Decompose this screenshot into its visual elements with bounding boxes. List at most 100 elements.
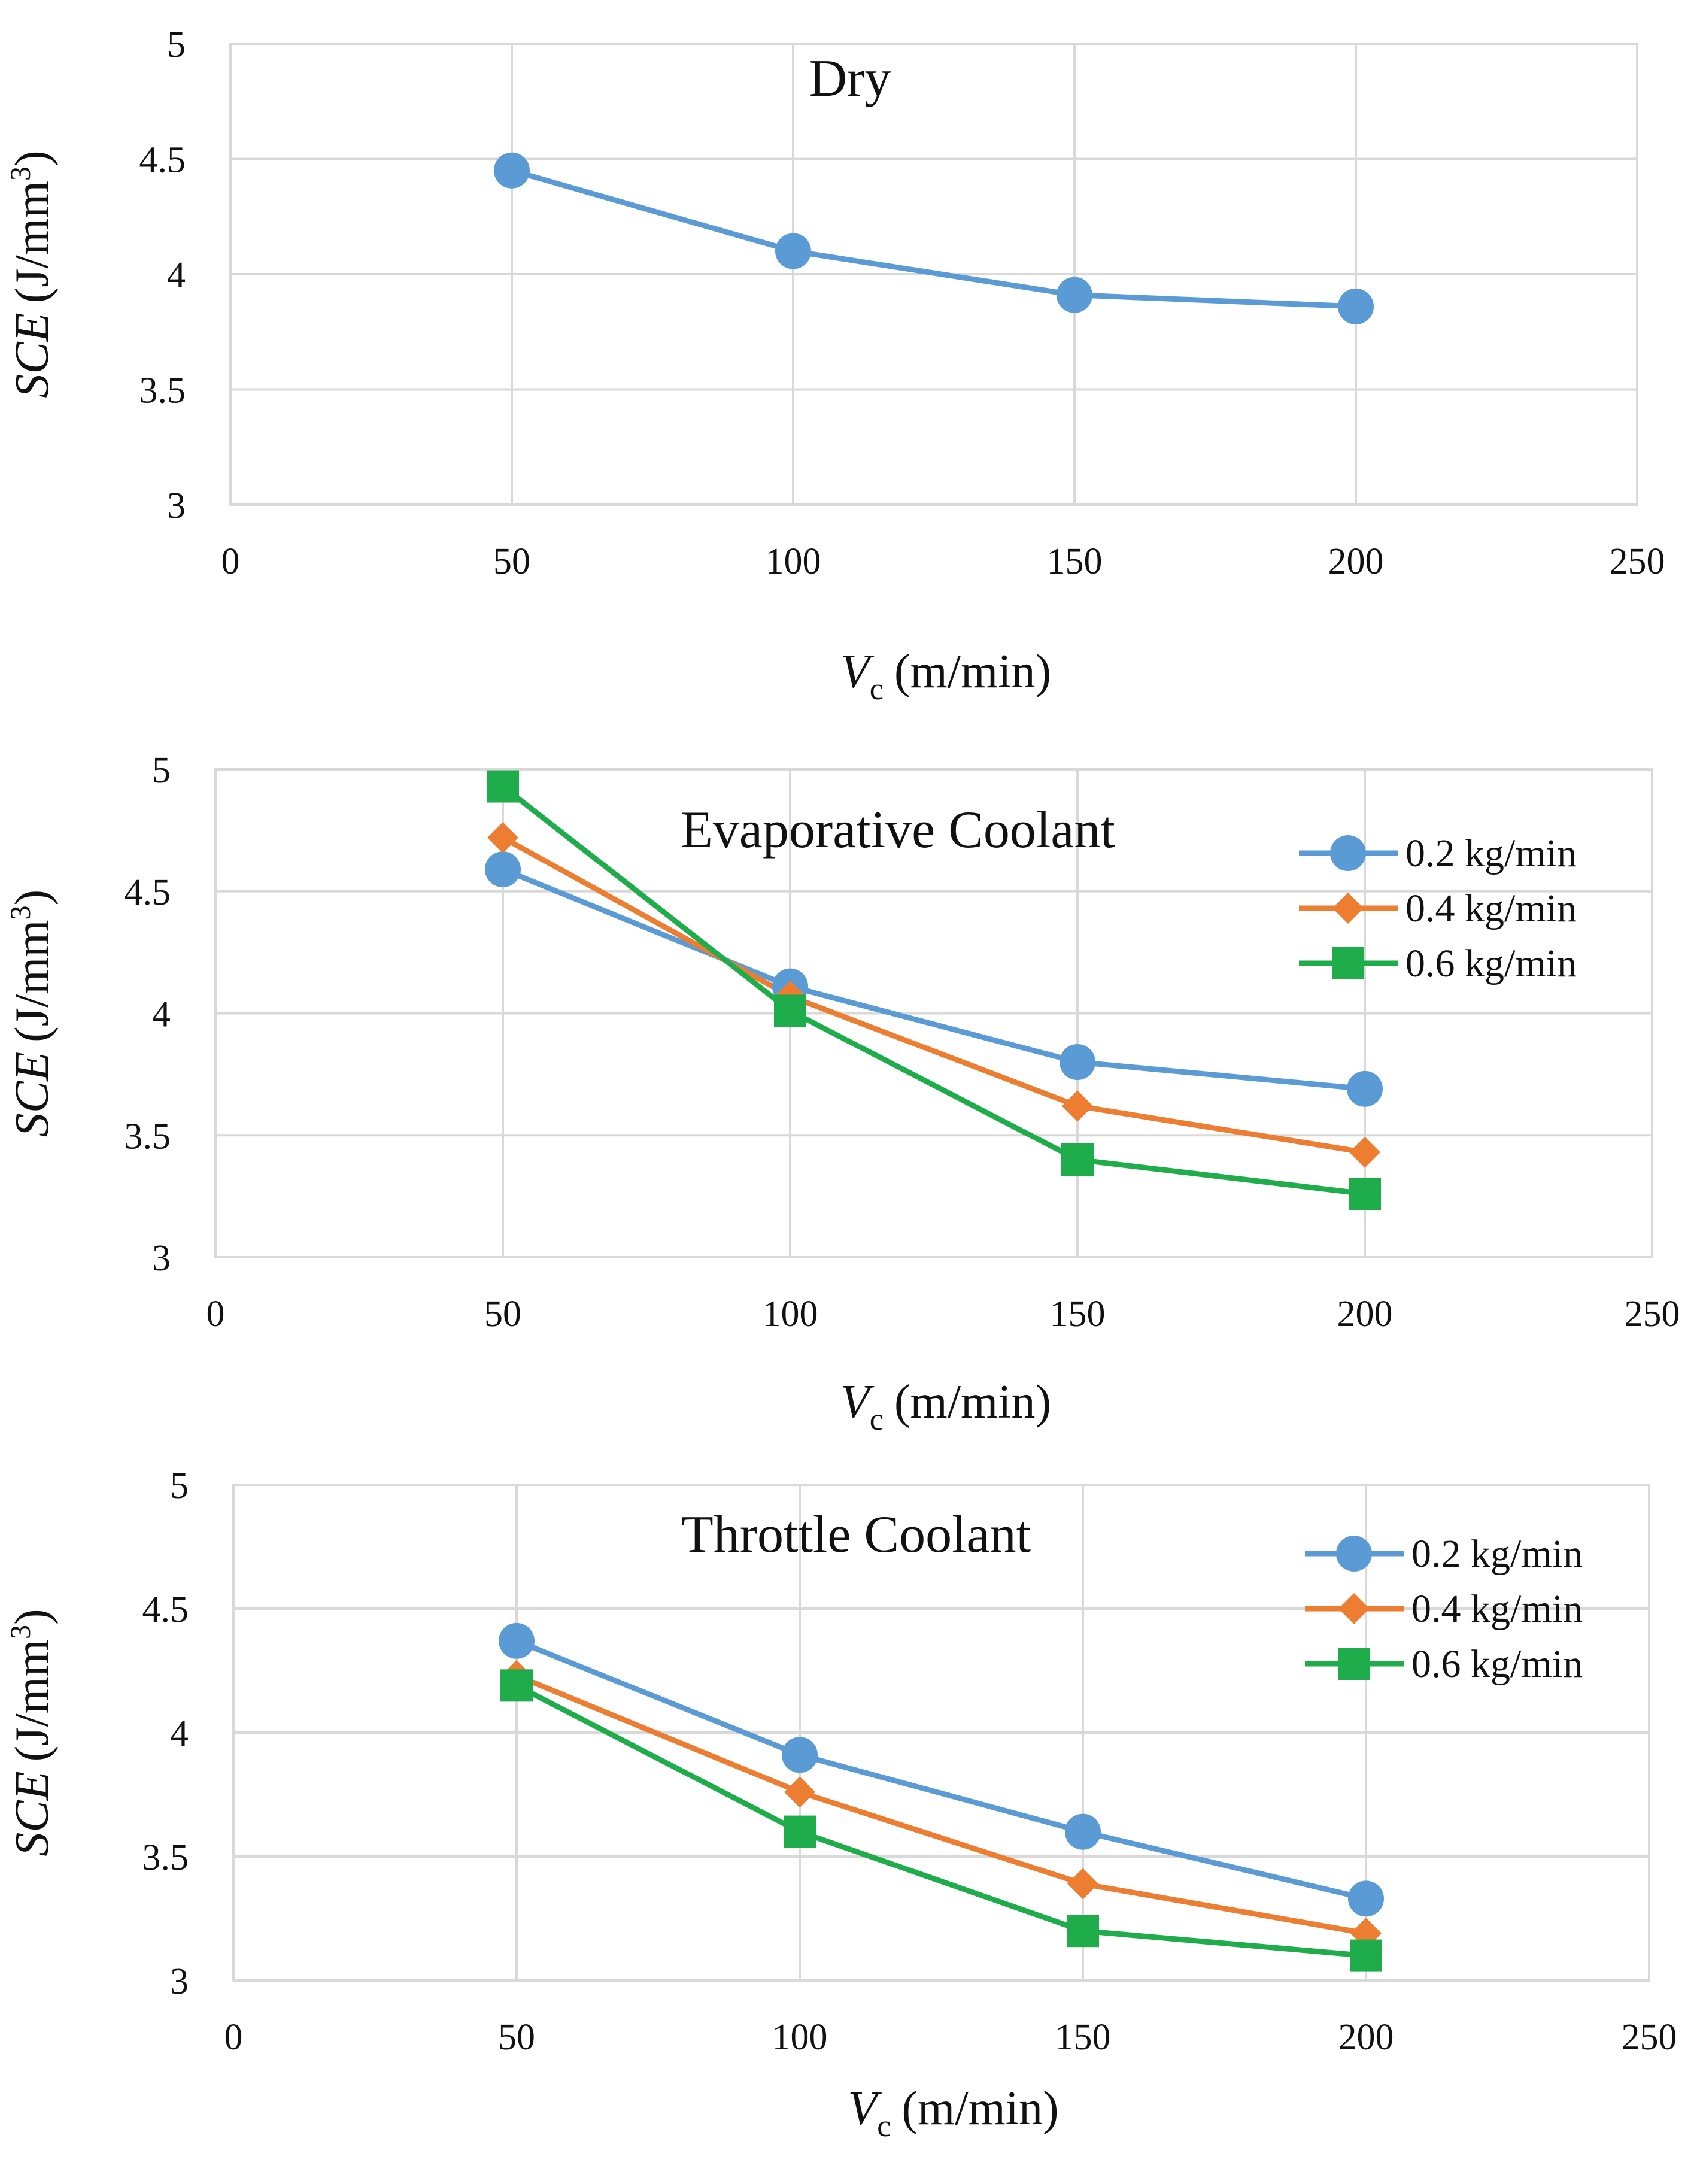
x-tick-label: 150 <box>1055 2017 1111 2058</box>
y-tick-label: 5 <box>170 1466 189 1506</box>
data-point-diamond <box>487 822 518 854</box>
legend-marker-circle <box>1330 835 1366 871</box>
y-tick-label: 3 <box>167 486 186 526</box>
plot-area <box>214 768 1653 1258</box>
legend-marker-circle <box>1336 1536 1372 1572</box>
x-axis-unit: (m/min) <box>901 2082 1058 2135</box>
y-tick-label: 5 <box>152 750 171 791</box>
y-axis-superscript: 3 <box>5 1625 37 1639</box>
y-axis-unit: (J/mm <box>6 920 59 1042</box>
y-tick-label: 3.5 <box>139 371 186 411</box>
chart-panel-1: 0 50 100 150 200 250 3 3.5 4 4.5 5 Dry Vc (m/min) SCE (… <box>5 25 1665 706</box>
data-point-circle <box>1065 1813 1101 1850</box>
data-point-square <box>500 1669 533 1702</box>
y-axis-unit-close: ) <box>6 1609 59 1625</box>
y-axis-unit: (J/mm <box>6 1639 59 1761</box>
chart-title: Evaporative Coolant <box>681 801 1115 859</box>
x-tick-label: 150 <box>1047 541 1103 582</box>
data-point-circle <box>485 851 521 888</box>
legend-label: 0.2 kg/min <box>1405 832 1577 875</box>
chart-panel-3: 0 50 100 150 200 250 3 3.5 4 4.5 5 Throttle Coolant… <box>5 1466 1677 2143</box>
legend-label: 0.2 kg/min <box>1411 1532 1583 1576</box>
x-tick-label: 250 <box>1610 541 1665 582</box>
x-tick-label: 50 <box>484 1294 521 1334</box>
x-tick-label: 200 <box>1328 541 1384 582</box>
chart-title: Dry <box>809 50 891 108</box>
y-tick-label: 4 <box>170 1713 189 1754</box>
x-tick-label: 100 <box>766 541 821 582</box>
y-axis-unit-close: ) <box>6 150 59 166</box>
y-tick-label: 4 <box>152 994 171 1035</box>
x-axis-subscript: c <box>870 1403 884 1437</box>
legend-marker-diamond <box>1332 893 1364 924</box>
x-tick-label: 150 <box>1050 1294 1106 1334</box>
x-axis-unit: (m/min) <box>894 645 1051 698</box>
chart-title: Throttle Coolant <box>681 1506 1031 1564</box>
data-point-circle <box>499 1622 535 1659</box>
x-tick-label: 0 <box>224 2017 243 2058</box>
y-tick-label: 4.5 <box>139 140 186 181</box>
series-line-circle <box>502 866 1365 1092</box>
data-point-square <box>1061 1143 1094 1176</box>
y-axis-unit: (J/mm <box>6 181 59 303</box>
y-tick-label: 4.5 <box>125 872 171 913</box>
y-tick-label: 3.5 <box>125 1116 171 1157</box>
x-tick-label: 50 <box>493 541 530 582</box>
data-point-square <box>774 994 806 1027</box>
x-tick-label: 0 <box>207 1294 225 1334</box>
data-point-circle <box>1348 1880 1384 1917</box>
y-tick-label: 4.5 <box>142 1590 189 1630</box>
data-point-circle <box>775 233 811 269</box>
data-point-circle <box>782 1737 818 1773</box>
x-axis-label: Vc (m/min) <box>840 1376 1051 1437</box>
y-tick-label: 3 <box>170 1961 189 2002</box>
y-axis-symbol: SCE <box>6 1771 59 1856</box>
data-point-square <box>1349 1178 1381 1211</box>
x-axis-label: Vc (m/min) <box>840 645 1051 706</box>
legend-label: 0.6 kg/min <box>1411 1642 1583 1686</box>
chart-panel-2: 0 50 100 150 200 250 3 3.5 4 4.5 5 Evaporative Cool… <box>5 750 1680 1437</box>
x-axis-symbol: V <box>848 2082 882 2135</box>
y-tick-label: 5 <box>167 25 186 65</box>
data-point-circle <box>1338 288 1374 324</box>
y-axis-superscript: 3 <box>5 905 37 920</box>
x-axis-symbol: V <box>840 1376 875 1428</box>
x-tick-label: 50 <box>498 2017 535 2058</box>
x-axis-subscript: c <box>870 672 884 706</box>
series-line-square <box>515 1683 1367 1959</box>
legend-label: 0.6 kg/min <box>1405 942 1577 985</box>
series-line-circle <box>515 1638 1367 1901</box>
data-point-circle <box>494 152 530 189</box>
x-tick-label: 200 <box>1337 1294 1393 1334</box>
y-axis-symbol: SCE <box>6 313 59 398</box>
y-axis-label: SCE (J/mm3) <box>5 1609 59 1856</box>
x-tick-label: 0 <box>221 541 240 582</box>
plot-area <box>232 1484 1650 1982</box>
y-tick-label: 3 <box>152 1238 171 1279</box>
legend-marker-diamond <box>1338 1593 1370 1624</box>
y-tick-label: 4 <box>167 255 186 296</box>
data-point-diamond <box>1067 1868 1098 1900</box>
x-axis-symbol: V <box>840 645 875 698</box>
data-point-square <box>784 1815 816 1848</box>
legend-marker-square <box>1338 1648 1370 1680</box>
series-line-square <box>501 784 1365 1197</box>
data-point-square <box>1067 1915 1099 1948</box>
legend: 0.2 kg/min 0.4 kg/min 0.6 kg/min <box>1305 1532 1583 1686</box>
x-axis-label: Vc (m/min) <box>848 2082 1058 2143</box>
y-tick-label: 3.5 <box>142 1837 189 1878</box>
plot-area <box>229 43 1638 506</box>
x-tick-label: 100 <box>763 1294 818 1334</box>
y-axis-symbol: SCE <box>6 1052 59 1137</box>
data-point-diamond <box>1062 1090 1093 1122</box>
legend-label: 0.4 kg/min <box>1405 887 1577 930</box>
x-tick-label: 100 <box>772 2017 828 2058</box>
x-tick-label: 250 <box>1625 1294 1680 1334</box>
y-axis-label: SCE (J/mm3) <box>5 890 59 1137</box>
data-point-square <box>1350 1939 1382 1972</box>
x-axis-subscript: c <box>877 2109 891 2143</box>
data-point-square <box>487 770 519 803</box>
legend: 0.2 kg/min 0.4 kg/min 0.6 kg/min <box>1299 832 1577 985</box>
x-tick-label: 200 <box>1338 2017 1394 2058</box>
